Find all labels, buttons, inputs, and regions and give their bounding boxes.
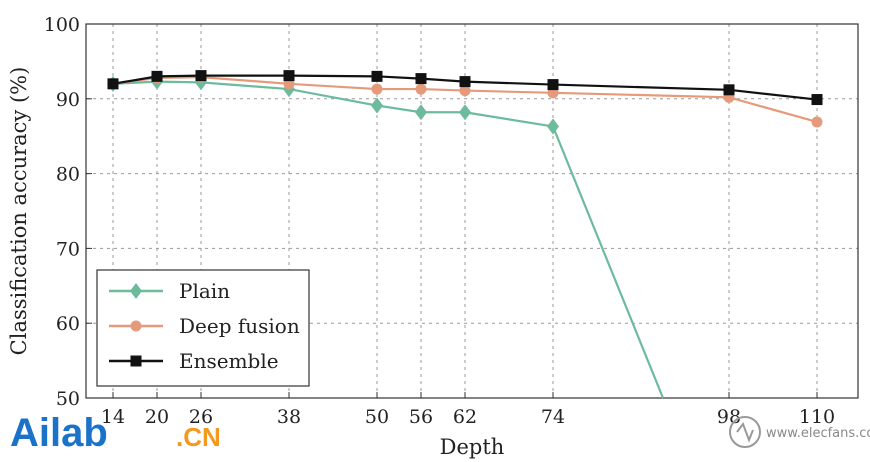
series-ensemble-point (547, 79, 559, 91)
series-ensemble-point (151, 70, 163, 82)
y-tick-label: 50 (56, 388, 80, 410)
elecfans-logo-mark (736, 421, 754, 443)
elecfans-logo-icon (729, 416, 761, 448)
x-tick-label: 20 (145, 406, 169, 428)
legend-label-plain: Plain (179, 279, 230, 303)
legend-swatch-marker-plain (130, 283, 142, 299)
series-ensemble-point (723, 84, 735, 96)
y-tick-label: 60 (56, 313, 80, 335)
series-ensemble-point (415, 73, 427, 85)
ailab-logo-text: Ailab (10, 411, 108, 455)
elecfans-url: www.elecfans.com (766, 426, 870, 441)
x-tick-label: 50 (365, 406, 389, 428)
x-tick-label: 98 (717, 406, 741, 428)
series-ensemble-line (112, 74, 818, 101)
legend-swatch-marker-deep-fusion (130, 320, 142, 332)
series-plain-point (371, 97, 383, 114)
elecfans-watermark: www.elecfans.com (729, 416, 870, 448)
plot-frame (85, 23, 859, 399)
legend-swatch-marker-ensemble (130, 355, 142, 367)
series-ensemble-point (811, 94, 823, 106)
series-deep-fusion-point (415, 83, 427, 95)
series-plain-point (459, 104, 471, 121)
legend: Plain Deep fusion Ensemble (96, 269, 310, 387)
ailab-logo-cn: .CN (176, 422, 221, 452)
x-tick-label: 38 (277, 406, 301, 428)
legend-items: Plain Deep fusion Ensemble (109, 279, 300, 373)
y-axis-label: Classification accuracy (%) (7, 67, 31, 356)
x-tick-label: 14 (101, 406, 125, 428)
x-axis-label: Depth (440, 435, 505, 459)
series-ensemble-point (371, 70, 383, 82)
series-plain-point (415, 104, 427, 121)
series-deep-fusion-line (112, 76, 818, 124)
x-axis-ticks: 14 20 26 38 50 56 62 74 98 110 (101, 392, 835, 428)
x-tick-label: 56 (409, 406, 433, 428)
x-tick-label: 110 (799, 406, 835, 428)
series-deep-fusion-point (371, 83, 383, 95)
series-ensemble-point (107, 78, 119, 90)
series-ensemble-point (195, 70, 207, 82)
ailab-logo: Ailab .CN (10, 411, 221, 455)
y-tick-label: 100 (44, 14, 80, 36)
series-ensemble (107, 70, 823, 106)
series-ensemble-point (283, 70, 295, 82)
y-tick-label: 80 (56, 164, 80, 186)
legend-item-plain: Plain (109, 279, 230, 303)
series-deep-fusion-point (811, 116, 823, 128)
x-tick-label: 74 (541, 406, 565, 428)
y-axis-ticks: 50 60 70 80 90 100 (44, 14, 92, 410)
series-layer (107, 70, 823, 399)
legend-label-ensemble: Ensemble (179, 349, 279, 373)
series-ensemble-point (459, 76, 471, 88)
series-plain-point (547, 118, 559, 135)
legend-label-deep-fusion: Deep fusion (179, 314, 300, 338)
y-tick-label: 70 (56, 238, 80, 260)
x-tick-label: 26 (189, 406, 213, 428)
y-tick-label: 90 (56, 89, 80, 111)
x-tick-label: 62 (453, 406, 477, 428)
legend-item-deep-fusion: Deep fusion (109, 314, 300, 338)
legend-item-ensemble: Ensemble (109, 349, 279, 373)
series-deep-fusion-point (459, 85, 471, 97)
